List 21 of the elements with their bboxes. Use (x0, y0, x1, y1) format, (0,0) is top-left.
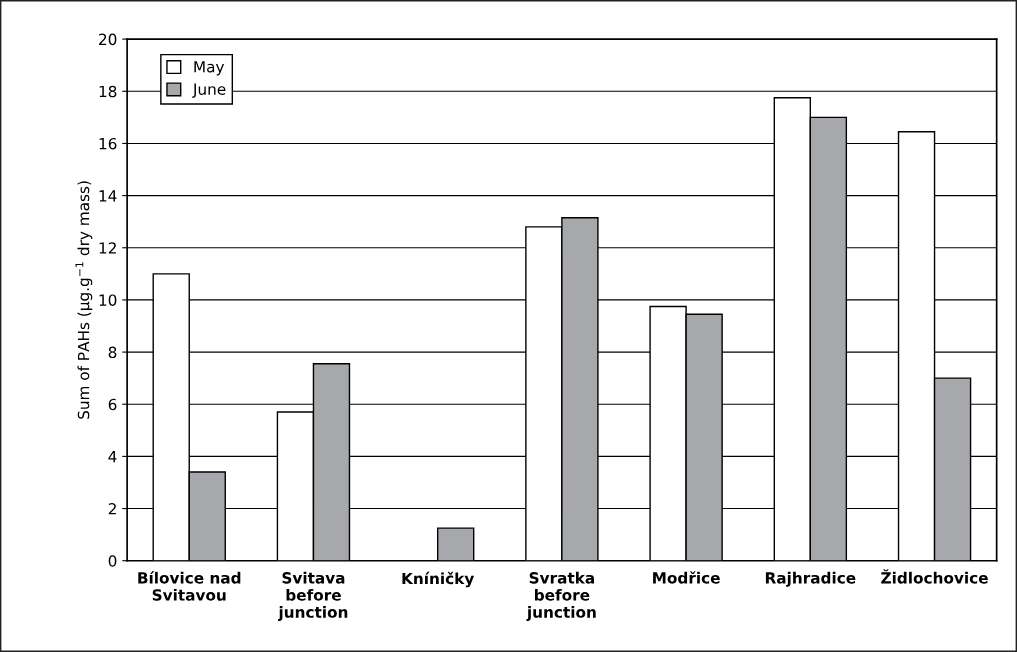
legend-label: May (194, 61, 225, 76)
y-tick-label: 10 (99, 294, 117, 306)
x-tick-label: Bílovice nad Svitavou (138, 571, 241, 601)
y-tick-label: 14 (99, 190, 117, 202)
y-tick-label: 16 (99, 137, 117, 150)
y-tick-label: 4 (108, 451, 117, 463)
y-tick-label: 8 (108, 346, 117, 359)
y-tick-label: 2 (108, 503, 116, 515)
x-tick-label: Svratka before junction (526, 571, 596, 621)
x-tick-label: Kníničky (402, 571, 475, 588)
x-tick-label: Rajhradice (765, 571, 856, 587)
x-tick-label: Svitava before junction (277, 571, 348, 621)
y-tick-label: 18 (99, 85, 117, 98)
legend-label: June (192, 83, 226, 98)
x-tick-label: Modřice (653, 571, 720, 584)
x-tick-label: Židlochovice (881, 569, 988, 584)
y-axis-title: Sum of PAHs (µg.g$^{−1}$ dry mass) (75, 181, 93, 419)
y-tick-label: 20 (99, 33, 117, 46)
y-tick-label: 6 (108, 398, 117, 411)
y-tick-label: 0 (108, 555, 117, 567)
y-tick-label: 12 (99, 242, 116, 254)
